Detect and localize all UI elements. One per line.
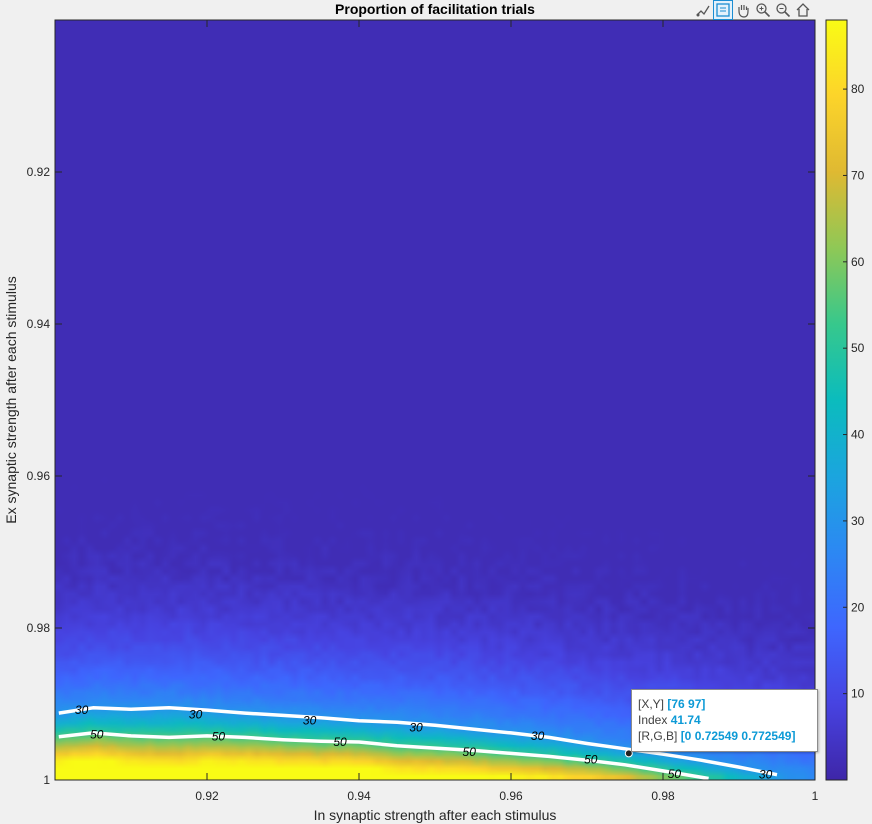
contour-label-50: 50 [212, 730, 226, 744]
home-icon [796, 3, 810, 17]
pan-hand-icon [738, 5, 749, 18]
colorbar-tick-label: 40 [851, 428, 865, 442]
data-tip-xy-row: [X,Y] [76 97] [638, 696, 811, 712]
data-tip-icon [716, 3, 730, 17]
x-tick-label: 0.96 [499, 789, 523, 803]
contour-label-50: 50 [90, 727, 104, 741]
brush-icon [696, 5, 710, 17]
colorbar-tick-label: 80 [851, 82, 865, 96]
colorbar: 10 20 30 40 50 60 70 80 [825, 19, 865, 781]
zoom-in-tool[interactable] [754, 1, 772, 19]
zoom-out-icon [776, 3, 791, 18]
contour-line-50 [58, 731, 709, 781]
brush-tool[interactable] [694, 1, 712, 19]
contour-label-30: 30 [409, 721, 423, 735]
contour-line-30 [58, 706, 778, 777]
y-tick-label: 0.96 [27, 469, 51, 483]
data-tip-rgb-label: [R,G,B] [638, 729, 678, 743]
chart-title: Proportion of facilitation trials [335, 1, 535, 17]
x-tick-label: 0.98 [651, 789, 675, 803]
colorbar-tick-label: 70 [851, 168, 865, 182]
contour-label-50: 50 [463, 745, 477, 759]
contour-label-50: 50 [584, 752, 598, 766]
colorbar-tick-label: 60 [851, 255, 865, 269]
data-tip-rgb-row: [R,G,B] [0 0.72549 0.772549] [638, 728, 811, 744]
data-tip-marker[interactable] [624, 749, 633, 758]
y-tick-label: 0.92 [27, 165, 51, 179]
x-tick-label: 0.92 [195, 789, 219, 803]
contour-label-50: 50 [333, 735, 347, 749]
colorbar-gradient [825, 19, 848, 781]
contour-50: 50 50 50 50 50 50 [58, 727, 709, 781]
colorbar-tick-label: 50 [851, 341, 865, 355]
zoom-in-icon [756, 3, 771, 18]
y-axis-label: Ex synaptic strength after each stimulus [3, 276, 19, 523]
axes-toolbar [694, 0, 812, 20]
y-tick-label: 1 [43, 773, 50, 787]
contour-label-30: 30 [189, 708, 203, 722]
axes-box [54, 19, 816, 781]
data-tip-index-value: 41.74 [670, 713, 701, 727]
contour-label-30: 30 [75, 703, 89, 717]
contour-label-30: 30 [303, 714, 317, 728]
home-tool[interactable] [794, 1, 812, 19]
data-tip-xy-label: [X,Y] [638, 697, 665, 711]
pan-tool[interactable] [734, 1, 752, 19]
data-tip-tool[interactable] [713, 0, 733, 20]
colorbar-tick-label: 30 [851, 514, 865, 528]
contour-label-30: 30 [531, 729, 545, 743]
contour-label-30: 30 [759, 768, 773, 782]
data-tip-index-label: Index [638, 713, 668, 727]
data-tip-index-row: Index 41.74 [638, 712, 811, 728]
axes: 0.92 0.94 0.96 0.98 1 0.92 0.94 0.96 0.98 1 [27, 19, 819, 803]
zoom-out-tool[interactable] [774, 1, 792, 19]
x-tick-label: 1 [812, 789, 819, 803]
colorbar-tick-label: 10 [851, 687, 865, 701]
x-axis-label: In synaptic strength after each stimulus [314, 807, 557, 823]
contour-label-50: 50 [668, 767, 682, 781]
data-tip[interactable]: [X,Y] [76 97] Index 41.74 [R,G,B] [0 0.7… [631, 689, 818, 752]
y-tick-label: 0.94 [27, 317, 51, 331]
contour-30: 30 30 30 30 30 30 [58, 703, 778, 782]
x-tick-label: 0.94 [347, 789, 371, 803]
data-tip-rgb-value: [0 0.72549 0.772549] [680, 729, 796, 743]
data-tip-xy-value: [76 97] [667, 697, 706, 711]
heatmap-image [55, 20, 815, 780]
y-tick-label: 0.98 [27, 621, 51, 635]
colorbar-tick-label: 20 [851, 600, 865, 614]
